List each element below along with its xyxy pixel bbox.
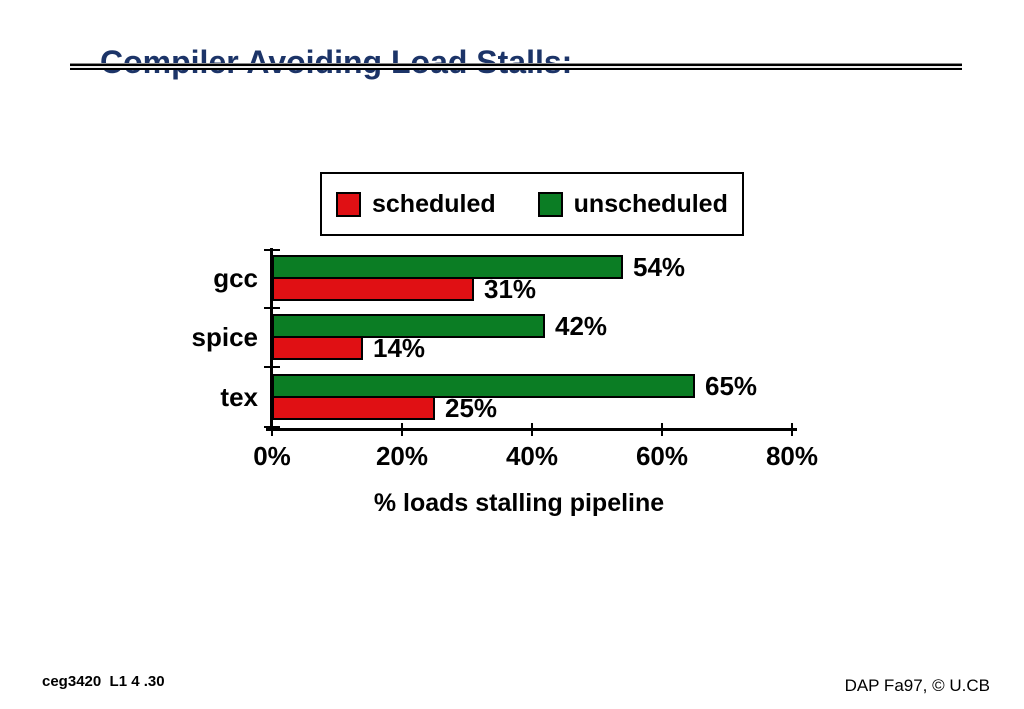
x-axis-tick-3 xyxy=(661,423,663,436)
bar-spice-scheduled xyxy=(272,336,363,360)
x-tick-label-40%: 40% xyxy=(505,441,559,471)
y-axis-line xyxy=(270,248,273,430)
y-axis-tick-0 xyxy=(264,249,280,251)
x-tick-label-20%: 20% xyxy=(375,441,429,471)
x-axis-title: % loads stalling pipeline xyxy=(373,489,665,517)
title-underline-rule xyxy=(70,63,962,70)
value-label-spice-scheduled: 14% xyxy=(373,333,426,363)
bar-gcc-unscheduled xyxy=(272,255,623,279)
x-axis-tick-4 xyxy=(791,423,793,436)
bar-tex-unscheduled xyxy=(272,374,695,398)
x-tick-label-0%: 0% xyxy=(253,441,291,471)
legend-item-unscheduled: unscheduled xyxy=(537,189,728,219)
bar-spice-unscheduled xyxy=(272,314,545,338)
x-axis-tick-2 xyxy=(531,423,533,436)
scheduled-swatch-icon xyxy=(336,191,361,217)
y-axis-tick-2 xyxy=(264,366,280,368)
value-label-gcc-scheduled: 31% xyxy=(484,274,537,304)
value-label-tex-unscheduled: 65% xyxy=(705,371,758,401)
category-label-gcc: gcc xyxy=(213,263,258,293)
x-axis-tick-0 xyxy=(271,423,273,436)
legend-label: unscheduled xyxy=(573,189,728,218)
footer-course-code: ceg3420 L1 4 .30 xyxy=(42,673,165,690)
category-label-spice: spice xyxy=(191,322,259,352)
slide-title: Compiler Avoiding Load Stalls: xyxy=(100,44,573,80)
x-tick-label-60%: 60% xyxy=(635,441,689,471)
legend-label: scheduled xyxy=(372,189,496,218)
value-label-spice-unscheduled: 42% xyxy=(555,311,608,341)
value-label-tex-scheduled: 25% xyxy=(445,393,498,423)
footer-credit: DAP Fa97, © U.CB xyxy=(844,676,990,695)
unscheduled-swatch-icon xyxy=(537,191,563,217)
chart-legend: scheduled unscheduled xyxy=(320,172,744,236)
value-label-gcc-unscheduled: 54% xyxy=(633,252,686,282)
x-axis-tick-1 xyxy=(401,423,403,436)
category-label-tex: tex xyxy=(220,382,258,412)
bar-gcc-scheduled xyxy=(272,277,474,301)
x-tick-label-80%: 80% xyxy=(765,441,819,471)
bar-tex-scheduled xyxy=(272,396,435,420)
legend-item-scheduled: scheduled xyxy=(336,190,496,219)
y-axis-tick-1 xyxy=(264,307,280,309)
